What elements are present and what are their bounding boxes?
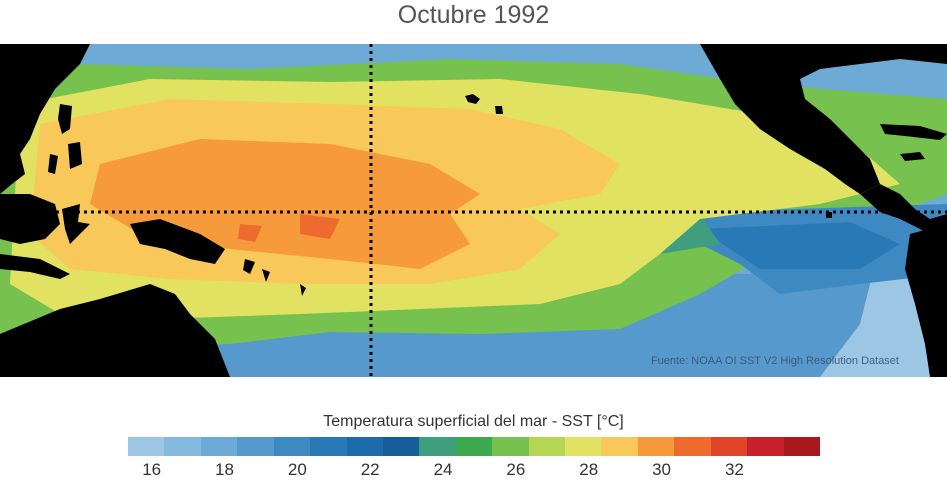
sst-cold-core bbox=[700, 222, 900, 269]
colorbar-segment bbox=[419, 437, 456, 456]
land-philippines bbox=[48, 104, 82, 174]
colorbar-segment bbox=[346, 437, 383, 456]
colorbar-tick-label: 18 bbox=[215, 460, 234, 479]
colorbar-segment bbox=[200, 437, 238, 456]
land-caribbean bbox=[880, 124, 947, 161]
source-credit: Fuente: NOAA OI SST V2 High Resolution D… bbox=[650, 355, 899, 367]
colorbar-segment bbox=[601, 437, 638, 456]
colorbar-segment bbox=[710, 437, 748, 456]
colorbar-ticks: 16 18 20 22 24 26 28 30 32 bbox=[128, 458, 820, 480]
land-sulawesi bbox=[62, 204, 90, 244]
land-islands-1 bbox=[243, 259, 306, 296]
colorbar-segment bbox=[783, 437, 821, 456]
colorbar-segment bbox=[455, 437, 493, 456]
colorbar-tick-label: 26 bbox=[506, 460, 526, 479]
land-hawaii bbox=[465, 94, 503, 114]
colorbar-tick-label: 22 bbox=[360, 460, 380, 479]
land-java bbox=[0, 254, 70, 279]
colorbar-segment bbox=[382, 437, 420, 456]
colorbar-segment bbox=[273, 437, 311, 456]
land-north-america bbox=[700, 44, 947, 194]
colorbar-segment bbox=[637, 437, 675, 456]
land-new-guinea bbox=[130, 219, 225, 264]
land-borneo bbox=[0, 194, 60, 244]
colorbar-segment bbox=[565, 437, 602, 456]
colorbar-segment bbox=[128, 437, 165, 456]
colorbar-tick-label: 28 bbox=[579, 460, 599, 479]
colorbar-tick-label: 30 bbox=[652, 460, 672, 479]
colorbar-tick-label: 20 bbox=[287, 460, 307, 479]
colorbar bbox=[128, 437, 821, 456]
land-asia bbox=[0, 44, 90, 194]
sst-map: Fuente: NOAA OI SST V2 High Resolution D… bbox=[0, 44, 947, 377]
colorbar-segment bbox=[310, 437, 347, 456]
sst-warm-core bbox=[300, 214, 340, 239]
colorbar-segment bbox=[528, 437, 566, 456]
land-masses bbox=[0, 44, 947, 377]
colorbar-tick-label: 16 bbox=[142, 460, 162, 479]
colorbar-segment bbox=[674, 437, 711, 456]
colorbar-tick-label: 32 bbox=[724, 460, 744, 479]
colorbar-label: Temperatura superficial del mar - SST [°… bbox=[323, 413, 624, 430]
land-south-america bbox=[905, 224, 947, 377]
colorbar-segment bbox=[237, 437, 274, 456]
colorbar-segment bbox=[492, 437, 529, 456]
sst-warm-core-2 bbox=[238, 224, 262, 242]
land-central-america bbox=[860, 184, 947, 244]
colorbar-segment bbox=[747, 437, 784, 456]
land-australia bbox=[0, 284, 230, 377]
map-title: Octubre 1992 bbox=[397, 1, 550, 29]
colorbar-tick-label: 24 bbox=[433, 460, 453, 479]
colorbar-segment bbox=[164, 437, 201, 456]
